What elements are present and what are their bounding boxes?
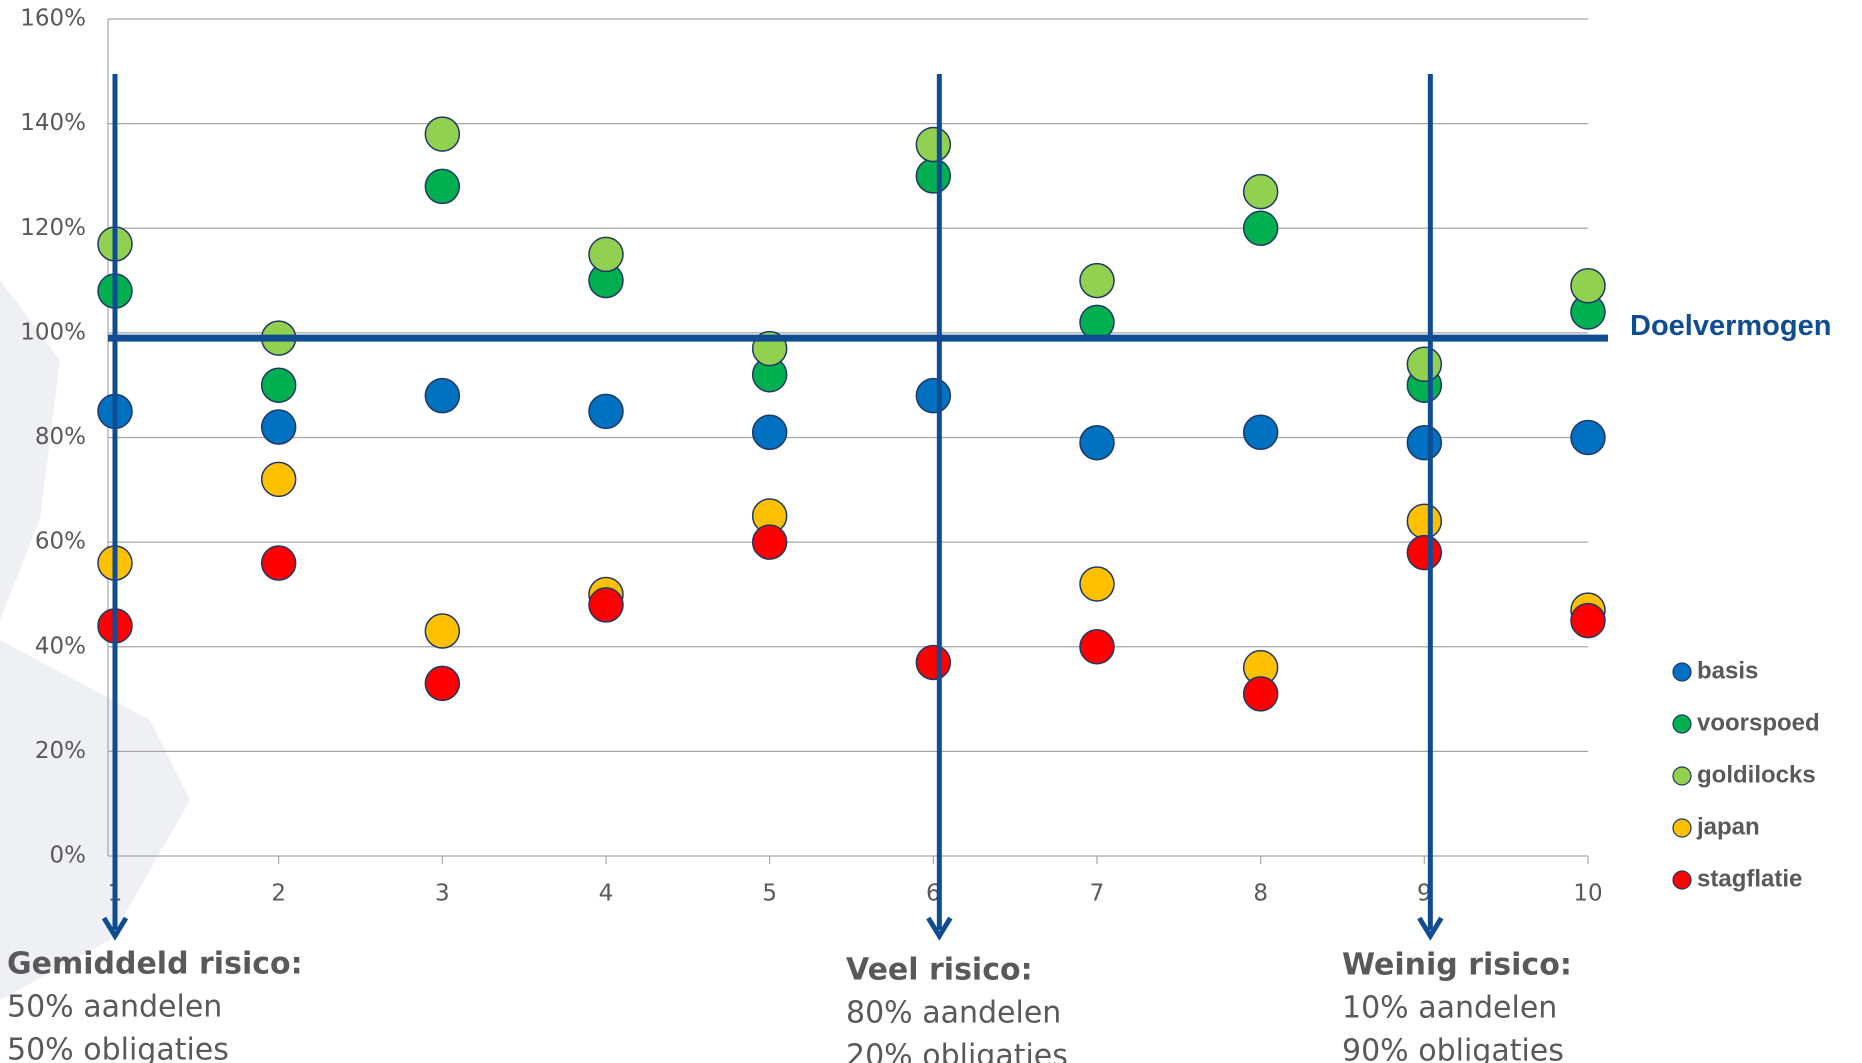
target-label: Doelvermogen xyxy=(1630,310,1831,342)
annotation-line: 50% obligaties xyxy=(7,1033,229,1063)
annotation-line: 80% aandelen xyxy=(846,996,1061,1031)
data-point xyxy=(588,587,624,623)
legend-label: stagflatie xyxy=(1697,865,1802,892)
annotation-line: 20% obligaties xyxy=(846,1039,1068,1063)
background-decoration xyxy=(0,640,190,1000)
y-tick-label: 60% xyxy=(35,529,86,555)
legend-label: basis xyxy=(1697,657,1758,684)
data-point xyxy=(1406,503,1443,539)
legend-marker xyxy=(1672,714,1692,734)
y-tick-label: 80% xyxy=(35,424,86,450)
data-point xyxy=(1570,419,1606,456)
data-point xyxy=(260,409,297,445)
y-tick-label: 100% xyxy=(20,319,86,345)
arrow-head xyxy=(1417,916,1444,941)
data-point xyxy=(915,644,952,681)
data-point xyxy=(424,665,461,702)
data-point xyxy=(915,158,952,194)
legend-label: japan xyxy=(1696,813,1760,840)
y-tick-label: 140% xyxy=(20,110,86,136)
data-point xyxy=(1242,173,1279,210)
x-tick-label: 7 xyxy=(1090,881,1105,907)
arrow-head xyxy=(926,916,953,941)
data-point xyxy=(1570,602,1606,639)
y-tick-label: 120% xyxy=(20,215,86,241)
data-point xyxy=(915,377,952,414)
y-tick-label: 20% xyxy=(35,738,86,764)
data-point xyxy=(260,461,297,498)
data-point xyxy=(424,116,461,152)
legend-marker xyxy=(1672,662,1692,682)
data-point xyxy=(260,367,297,403)
data-point xyxy=(1406,346,1443,383)
data-point xyxy=(424,613,461,649)
data-point xyxy=(1242,676,1279,712)
data-point xyxy=(751,414,788,451)
legend-label: goldilocks xyxy=(1697,761,1816,788)
data-point xyxy=(260,545,297,581)
data-point xyxy=(1242,210,1279,246)
data-point xyxy=(588,393,624,430)
data-point xyxy=(424,168,461,205)
arrow-head xyxy=(101,916,129,941)
legend-marker xyxy=(1672,766,1692,786)
annotation-title: Gemiddeld risico: xyxy=(7,947,303,982)
x-tick-label: 4 xyxy=(599,881,614,907)
background-decoration xyxy=(0,280,60,620)
data-point xyxy=(1079,304,1115,341)
annotation-title: Veel risico: xyxy=(846,953,1033,988)
data-point xyxy=(1406,534,1443,571)
data-point xyxy=(1079,262,1115,299)
data-point xyxy=(1570,268,1606,304)
y-tick-label: 0% xyxy=(50,843,87,869)
annotation-title: Weinig risico: xyxy=(1342,948,1572,983)
annotation-line: 50% aandelen xyxy=(7,990,222,1025)
data-point xyxy=(424,377,461,414)
x-tick-label: 3 xyxy=(435,881,450,907)
y-tick-label: 160% xyxy=(20,6,86,32)
data-point xyxy=(915,126,952,163)
data-point xyxy=(1079,566,1115,602)
x-tick-label: 2 xyxy=(271,881,286,907)
x-tick-label: 8 xyxy=(1253,881,1268,907)
data-point xyxy=(1406,424,1443,461)
y-tick-label: 40% xyxy=(35,633,86,659)
legend-marker xyxy=(1672,870,1692,890)
data-point xyxy=(751,524,788,560)
legend-marker xyxy=(1672,818,1692,838)
annotation-line: 10% aandelen xyxy=(1342,991,1557,1026)
data-point xyxy=(1242,414,1279,451)
data-point xyxy=(588,236,624,273)
x-tick-label: 5 xyxy=(762,881,777,907)
annotation-line: 90% obligaties xyxy=(1342,1034,1564,1063)
legend-label: voorspoed xyxy=(1697,709,1820,736)
x-tick-label: 10 xyxy=(1573,881,1602,907)
data-point xyxy=(1079,629,1115,665)
data-point xyxy=(1079,424,1115,461)
